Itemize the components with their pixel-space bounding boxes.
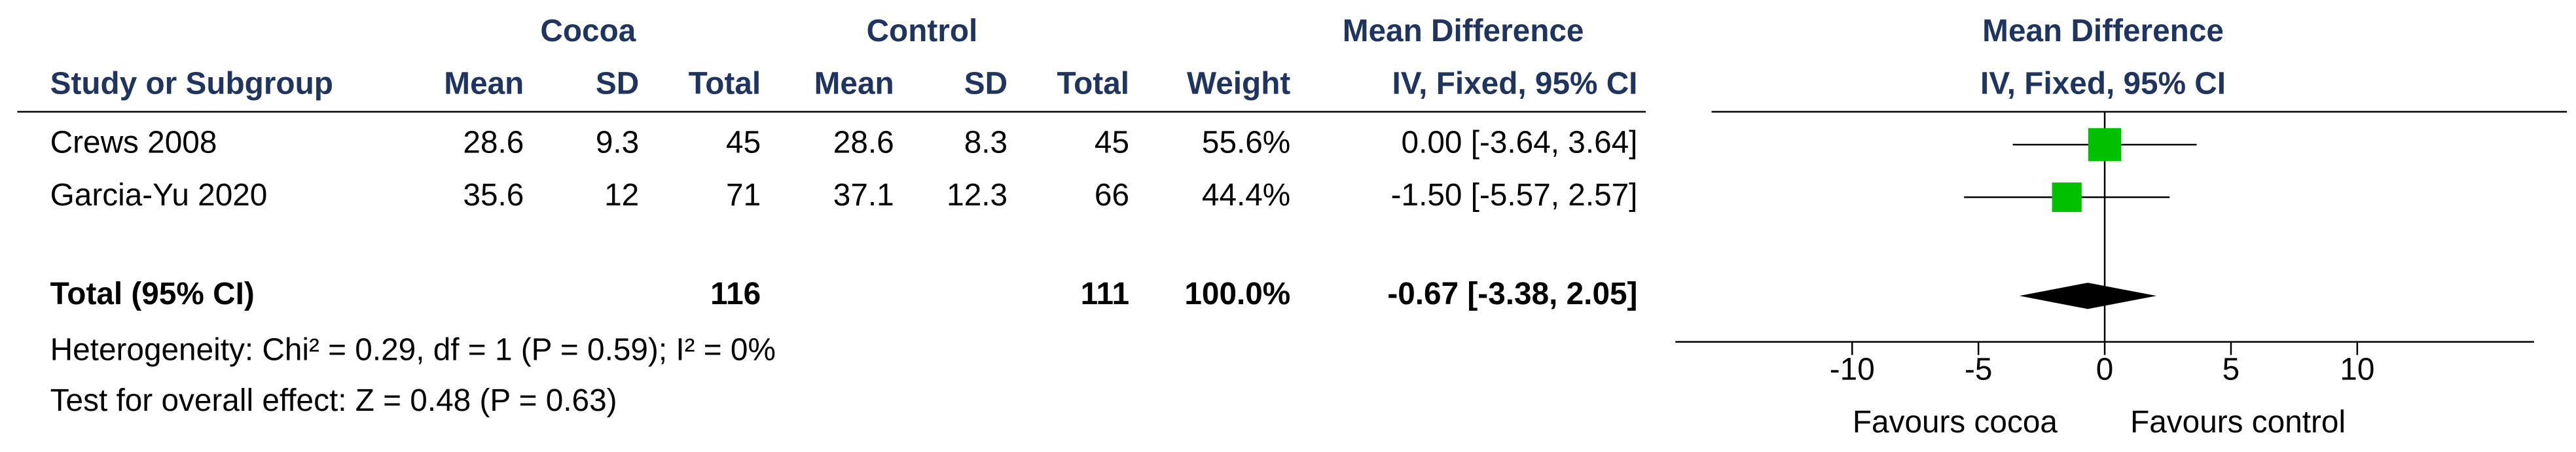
footnote: Heterogeneity: Chi² = 0.29, df = 1 (P = … <box>50 332 776 367</box>
column-header: Mean <box>444 66 524 101</box>
favours-label: Favours cocoa <box>1853 405 2058 440</box>
cell: 44.4% <box>1202 178 1290 213</box>
column-header: Total <box>689 66 761 101</box>
cell: 45 <box>1095 126 1129 160</box>
x-tick-label: 0 <box>2096 352 2114 387</box>
column-header: Mean <box>814 66 894 101</box>
cell: Crews 2008 <box>50 126 217 160</box>
cell: -1.50 [-5.57, 2.57] <box>1391 178 1638 213</box>
group-header: Control <box>867 14 978 48</box>
x-tick-label: 10 <box>2340 352 2374 387</box>
x-tick-label: 5 <box>2222 352 2240 387</box>
effect-square <box>2088 128 2122 162</box>
cell: 12 <box>604 178 639 213</box>
group-header: Cocoa <box>540 14 636 48</box>
cell: 8.3 <box>964 126 1007 160</box>
cell: -0.67 [-3.38, 2.05] <box>1387 277 1637 311</box>
cell: Total (95% CI) <box>50 277 255 311</box>
column-header: SD <box>964 66 1007 101</box>
cell: 45 <box>726 126 761 160</box>
cell: 55.6% <box>1202 126 1290 160</box>
cell: 28.6 <box>463 126 524 160</box>
column-header: Study or Subgroup <box>50 66 333 101</box>
column-header: Weight <box>1187 66 1290 101</box>
cell: Garcia-Yu 2020 <box>50 178 268 213</box>
x-tick-label: -10 <box>1830 352 1875 387</box>
cell: 9.3 <box>596 126 639 160</box>
column-header: IV, Fixed, 95% CI <box>1980 66 2226 101</box>
favours-label: Favours control <box>2130 405 2346 440</box>
cell: 35.6 <box>463 178 524 213</box>
cell: 116 <box>710 277 761 311</box>
cell: 71 <box>726 178 761 213</box>
cell: 28.6 <box>833 126 894 160</box>
cell: 66 <box>1095 178 1129 213</box>
cell: 37.1 <box>833 178 894 213</box>
cell: 100.0% <box>1184 277 1290 311</box>
x-tick-label: -5 <box>1965 352 1992 387</box>
group-header: Mean Difference <box>1343 14 1584 48</box>
footnote: Test for overall effect: Z = 0.48 (P = 0… <box>50 383 617 418</box>
column-header: IV, Fixed, 95% CI <box>1392 66 1637 101</box>
group-header: Mean Difference <box>1982 14 2224 48</box>
column-header: Total <box>1057 66 1129 101</box>
effect-square <box>2052 182 2082 213</box>
pooled-diamond <box>2019 283 2157 309</box>
column-header: SD <box>596 66 639 101</box>
cell: 111 <box>1081 277 1129 311</box>
cell: 0.00 [-3.64, 3.64] <box>1402 126 1638 160</box>
cell: 12.3 <box>947 178 1007 213</box>
